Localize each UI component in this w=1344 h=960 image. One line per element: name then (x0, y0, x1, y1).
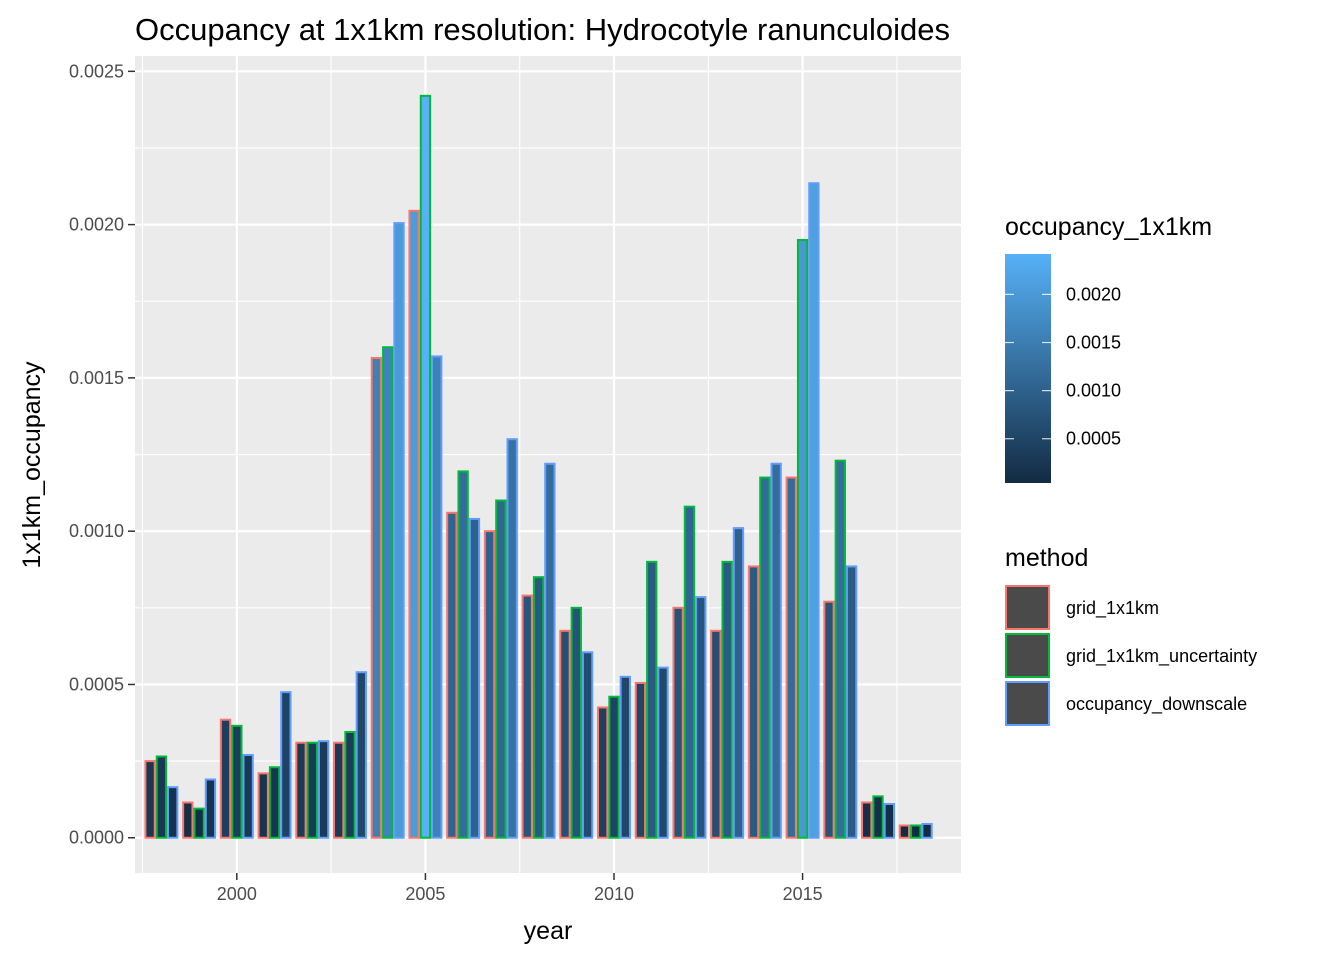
y-tick-label: 0.0025 (69, 61, 124, 81)
y-tick-label: 0.0020 (69, 215, 124, 235)
x-tick-label: 2000 (217, 884, 257, 904)
bar-occupancy_downscale-2013 (732, 527, 745, 839)
bar-occupancy_downscale-2006 (468, 517, 481, 839)
bar-grid_1x1km_uncertainty-2012 (683, 505, 696, 839)
fill-legend-title: occupancy_1x1km (1005, 213, 1212, 241)
legend-label-grid_1x1km: grid_1x1km (1066, 598, 1159, 619)
bar-grid_1x1km-1999 (182, 801, 194, 839)
x-axis-title: year (524, 917, 573, 945)
bar-occupancy_downscale-2001 (280, 691, 292, 839)
colorbar-tick-label: 0.0010 (1066, 381, 1121, 401)
bar-grid_1x1km-2004 (370, 356, 383, 839)
bar-grid_1x1km_uncertainty-2001 (268, 766, 281, 839)
y-tick-label: 0.0000 (69, 828, 124, 848)
bar-occupancy_downscale-2016 (845, 565, 858, 839)
y-axis-title: 1x1km_occupancy (18, 361, 46, 569)
bar-grid_1x1km_uncertainty-2011 (646, 560, 658, 839)
bar-occupancy_downscale-2004 (393, 222, 405, 839)
y-tick-label: 0.0005 (69, 674, 124, 694)
axes: 0.0000 0.0005 0.0010 0.0015 0.0020 0.0025 2000… (69, 61, 823, 904)
bar-occupancy_downscale-2010 (619, 675, 631, 839)
bar-occupancy_downscale-2018 (921, 822, 933, 839)
bar-grid_1x1km_uncertainty-2004 (382, 346, 394, 839)
bar-grid_1x1km_uncertainty-1998 (155, 755, 168, 839)
bar-grid_1x1km_uncertainty-2016 (834, 459, 846, 839)
bar-grid_1x1km-2007 (483, 530, 496, 839)
bar-grid_1x1km_uncertainty-2006 (457, 470, 469, 839)
bar-grid_1x1km_uncertainty-1999 (193, 807, 205, 839)
bars (144, 94, 933, 839)
bar-occupancy_downscale-2007 (506, 438, 518, 839)
method-legend: method grid_1x1km grid_1x1km_uncertaintyo… (1005, 544, 1257, 726)
bar-grid_1x1km_uncertainty-2013 (721, 560, 733, 839)
chart-title: Occupancy at 1x1km resolution: Hydrocoty… (135, 12, 950, 47)
bar-occupancy_downscale-2014 (770, 462, 782, 839)
bar-grid_1x1km_uncertainty-2018 (910, 824, 922, 839)
bar-grid_1x1km-2010 (597, 706, 609, 839)
bar-grid_1x1km_uncertainty-2003 (344, 730, 356, 839)
bar-occupancy_downscale-2012 (695, 596, 707, 839)
method-legend-title: method (1005, 544, 1088, 572)
bar-grid_1x1km-2011 (634, 681, 647, 839)
bar-grid_1x1km_uncertainty-2009 (570, 606, 582, 839)
bar-occupancy_downscale-2009 (581, 651, 594, 839)
bar-grid_1x1km_uncertainty-2000 (231, 724, 243, 839)
legend-swatch-occupancy_downscale (1005, 681, 1050, 726)
bar-occupancy_downscale-1998 (167, 786, 179, 839)
bar-grid_1x1km-2005 (408, 209, 420, 839)
colorbar-tick-label: 0.0020 (1066, 284, 1121, 304)
colorbar-tick-label: 0.0005 (1066, 429, 1121, 449)
bar-grid_1x1km-2002 (295, 741, 307, 839)
fill-legend: occupancy_1x1km 0.0005 0.0010 0.0015 0.0020 (1005, 213, 1212, 483)
bar-grid_1x1km_uncertainty-2015 (796, 238, 809, 839)
colorbar (1005, 254, 1051, 483)
bar-grid_1x1km_uncertainty-2007 (495, 499, 507, 839)
bar-grid_1x1km-2008 (521, 594, 533, 839)
bar-grid_1x1km-2013 (710, 629, 722, 839)
colorbar-ticks: 0.0005 0.0010 0.0015 0.0020 (1005, 284, 1121, 449)
bar-occupancy_downscale-1999 (204, 778, 217, 839)
bar-grid_1x1km_uncertainty-2017 (872, 795, 884, 839)
bar-occupancy_downscale-2017 (883, 803, 895, 839)
bar-grid_1x1km-2003 (333, 741, 345, 839)
bar-grid_1x1km_uncertainty-2008 (532, 576, 545, 839)
legend-label-occupancy_downscale: occupancy_downscale (1066, 694, 1247, 715)
bar-grid_1x1km_uncertainty-2002 (306, 741, 318, 839)
legend-label-grid_1x1km_uncertainty: grid_1x1km_uncertainty (1066, 646, 1257, 667)
bar-grid_1x1km-2012 (672, 606, 684, 839)
y-tick-label: 0.0010 (69, 521, 124, 541)
colorbar-tick-label: 0.0015 (1066, 333, 1121, 353)
x-tick-label: 2015 (783, 884, 823, 904)
x-tick-label: 2005 (405, 884, 445, 904)
bar-grid_1x1km-2017 (861, 801, 873, 839)
bar-grid_1x1km_uncertainty-2014 (759, 476, 771, 839)
bar-grid_1x1km-2000 (219, 718, 232, 839)
legend-swatch-grid_1x1km_uncertainty (1005, 633, 1050, 678)
legend-swatch-grid_1x1km (1005, 585, 1050, 630)
bar-grid_1x1km-2006 (446, 511, 458, 839)
bar-occupancy_downscale-2003 (355, 671, 367, 839)
bar-grid_1x1km_uncertainty-2005 (419, 94, 432, 839)
bar-grid_1x1km-2001 (257, 772, 269, 839)
bar-grid_1x1km-2009 (559, 629, 571, 839)
bar-grid_1x1km-2016 (823, 600, 835, 839)
bar-occupancy_downscale-2002 (317, 740, 330, 839)
bar-grid_1x1km_uncertainty-2010 (608, 695, 620, 839)
bar-grid_1x1km-2014 (747, 565, 760, 839)
bar-occupancy_downscale-2000 (242, 753, 254, 839)
bar-occupancy_downscale-2005 (431, 355, 443, 839)
x-tick-label: 2010 (594, 884, 634, 904)
bar-occupancy_downscale-2008 (544, 462, 556, 839)
bar-grid_1x1km-2015 (785, 476, 797, 839)
bar-grid_1x1km-1998 (144, 760, 156, 839)
bar-grid_1x1km-2018 (898, 824, 911, 839)
bar-occupancy_downscale-2011 (657, 666, 669, 839)
y-tick-label: 0.0015 (69, 368, 124, 388)
bar-occupancy_downscale-2015 (808, 182, 820, 839)
